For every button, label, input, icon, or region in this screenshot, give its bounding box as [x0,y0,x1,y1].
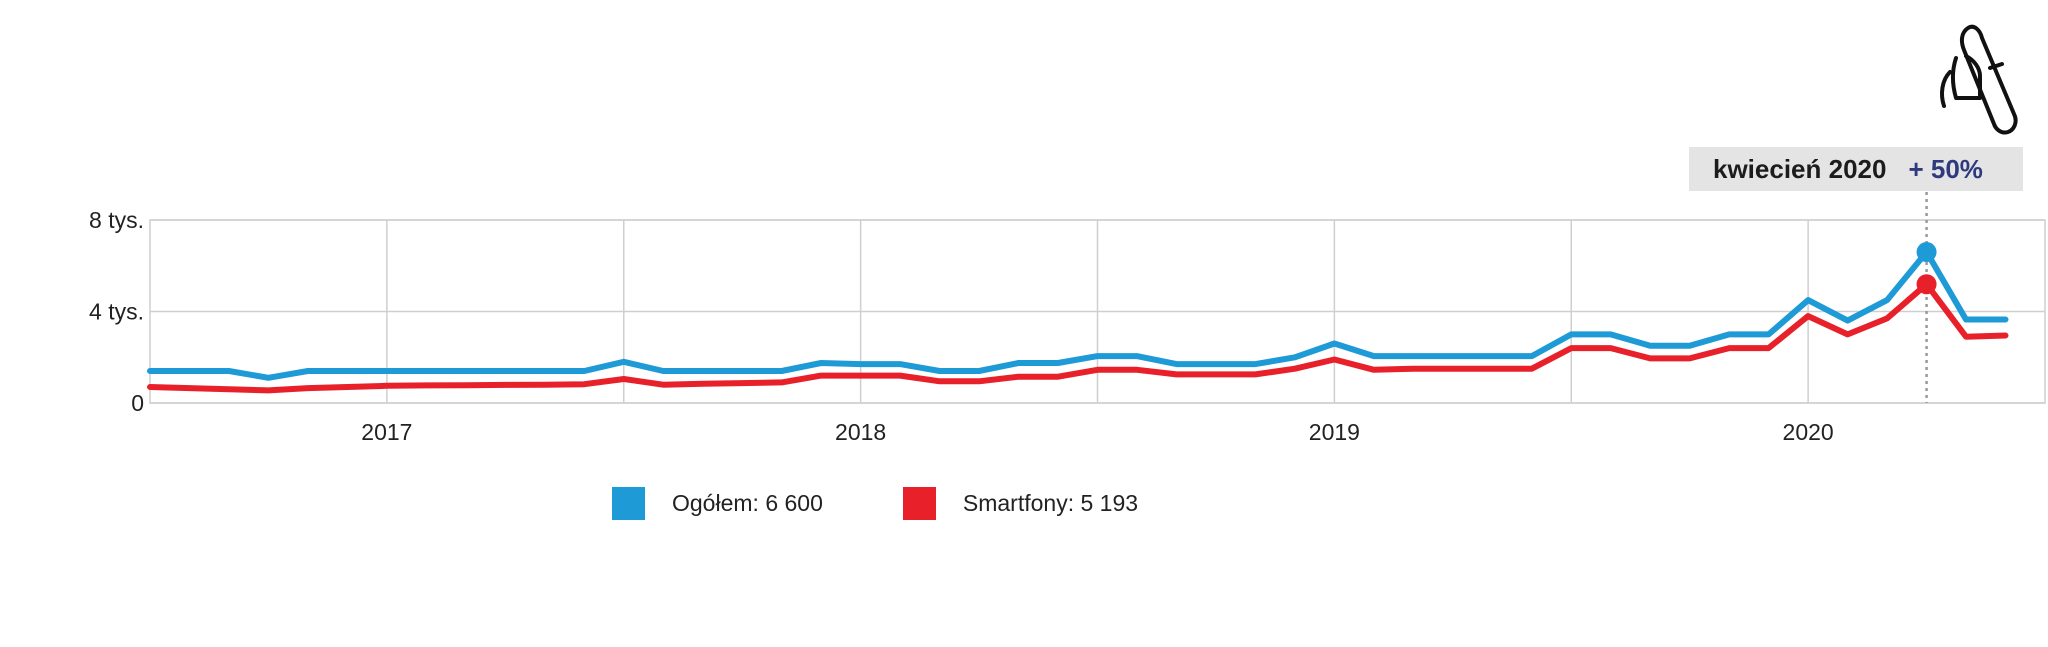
y-tick-label: 8 tys. [89,207,144,233]
legend-swatch-smartphones [902,487,936,520]
series-line-smartphones [147,281,2009,394]
chart-highlight [1916,192,1937,403]
chart-legend: Ogółem: 6 600 Smartfony: 5 193 [612,487,1218,520]
legend-label-total: Ogółem: 6 600 [672,490,823,516]
x-tick-label: 2017 [361,419,412,445]
chart-series [147,249,2009,394]
tooltip-date: kwiecień 2020 [1713,153,1887,184]
series-line-total [147,249,2009,381]
hover-tooltip: kwiecień 2020 + 50% [1689,147,2023,191]
x-tick-label: 2020 [1783,419,1834,445]
x-tick-label: 2019 [1309,419,1360,445]
highlight-point-total [1916,242,1937,263]
x-tick-label: 2018 [835,419,886,445]
legend-item-total[interactable]: Ogółem: 6 600 [612,487,823,520]
highlight-point-smartphones [1916,274,1937,295]
y-tick-label: 4 tys. [89,299,144,325]
hand-touch-icon [1930,24,2026,142]
legend-swatch-total [612,487,645,520]
chart-grid [149,219,2046,404]
tooltip-change: + 50% [1908,153,1983,184]
chart-axes: 0 4 tys. 8 tys. 2017 2018 2019 2020 [89,207,1834,445]
y-tick-label: 0 [131,390,144,416]
legend-item-smartphones[interactable]: Smartfony: 5 193 [902,487,1139,520]
legend-label-smartphones: Smartfony: 5 193 [962,490,1139,516]
